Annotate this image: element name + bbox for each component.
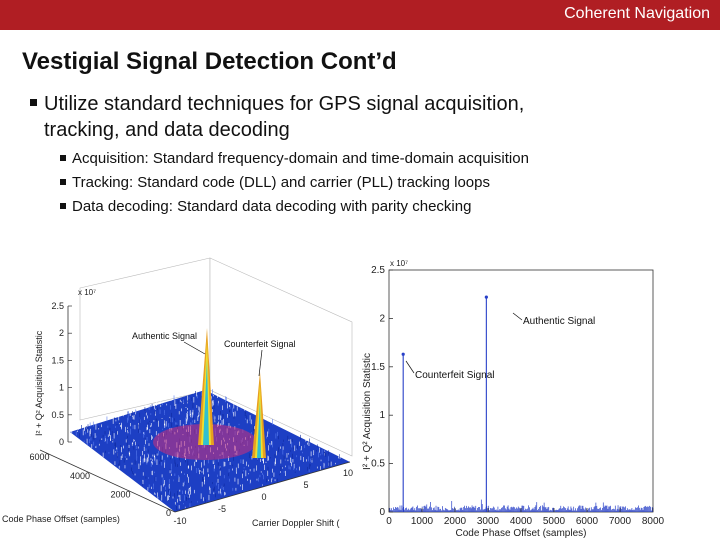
code-tick-label: 2000 — [110, 489, 130, 499]
bullet-square-icon — [60, 179, 66, 185]
z-tick-label: 2.5 — [51, 301, 64, 311]
slide-title: Vestigial Signal Detection Cont’d — [22, 48, 397, 75]
counterfeit-annotation-arrow — [258, 349, 263, 377]
x-tick-label: 5000 — [543, 516, 566, 527]
code-axis-ticks: 6000 4000 2000 0 — [29, 452, 171, 518]
brand-name: Coherent Navigation — [564, 5, 710, 22]
y-exponent-label: x 10⁷ — [390, 259, 408, 268]
y-tick-label: 2 — [379, 313, 385, 324]
authentic-peak-inner — [203, 360, 209, 445]
peak-marker — [484, 295, 488, 299]
counterfeit-signal-annotation: Counterfeit Signal — [415, 370, 495, 381]
acquisition-surface-3d: 0 0.5 1 1.5 2 2.5 x 10⁷ I² + Q² Acquisition S… — [2, 257, 353, 528]
counterfeit-peak-inner — [257, 400, 261, 458]
y-axis-ticks: 0 0.5 1 1.5 2 2.5 — [371, 265, 393, 518]
acquisition-series — [389, 295, 653, 512]
sub-bullet-text: Tracking: Standard code (DLL) and carrie… — [72, 174, 490, 191]
x-tick-label: 7000 — [609, 516, 632, 527]
x-tick-label: 4000 — [510, 516, 533, 527]
y-tick-label: 2.5 — [371, 265, 385, 276]
plot-area — [388, 269, 654, 513]
authentic-annotation-arrow — [512, 312, 523, 321]
authentic-annotation-arrow — [183, 341, 206, 355]
main-bullet-line-1: Utilize standard techniques for GPS sign… — [44, 93, 525, 115]
x-axis-label: Code Phase Offset (samples) — [456, 528, 587, 539]
counterfeit-signal-annotation: Counterfeit Signal — [224, 339, 296, 349]
z-tick-label: 1 — [59, 383, 64, 393]
code-tick-label: 0 — [166, 508, 171, 518]
y-tick-label: 0 — [379, 507, 385, 518]
z-exponent-label: x 10⁷ — [78, 288, 96, 297]
x-axis-ticks: 0 1000 2000 3000 4000 5000 6000 7000 8000 — [386, 508, 665, 527]
z-axis-ticks: 0 0.5 1 1.5 2 2.5 — [51, 301, 72, 447]
x-tick-label: 3000 — [477, 516, 500, 527]
doppler-tick-label: 5 — [303, 480, 308, 490]
z-tick-label: 2 — [59, 328, 64, 338]
code-tick-label: 6000 — [29, 452, 49, 462]
bullet-square-icon — [60, 155, 66, 161]
y-axis-label: I² + Q² Acquisition Statistic — [362, 353, 373, 470]
y-tick-label: 1.5 — [371, 362, 385, 373]
x-tick-label: 8000 — [642, 516, 665, 527]
doppler-axis — [174, 461, 351, 513]
authentic-signal-annotation: Authentic Signal — [523, 316, 595, 327]
acquisition-statistic-chart: 0 1000 2000 3000 4000 5000 6000 7000 8000 0 0.5 1 1… — [362, 259, 665, 539]
z-tick-label: 1.5 — [51, 355, 64, 365]
doppler-tick-label: 10 — [343, 468, 353, 478]
z-tick-label: 0 — [59, 437, 64, 447]
sub-bullet-text: Acquisition: Standard frequency-domain a… — [72, 150, 529, 167]
bullet-square-icon — [60, 203, 66, 209]
z-tick-label: 0.5 — [51, 410, 64, 420]
y-tick-label: 0.5 — [371, 459, 385, 470]
x-tick-label: 0 — [386, 516, 392, 527]
sub-bullet-text: Data decoding: Standard data decoding wi… — [72, 198, 472, 215]
code-axis — [39, 449, 176, 513]
doppler-axis-ticks: 10 5 0 -5 -10 — [173, 468, 353, 526]
z-axis-label: I² + Q² Acquisition Statistic — [34, 330, 44, 436]
x-tick-label: 2000 — [444, 516, 467, 527]
x-tick-label: 1000 — [411, 516, 434, 527]
back-wall-right — [209, 257, 353, 457]
header-bar: Coherent Navigation — [0, 0, 720, 30]
x-tick-label: 6000 — [576, 516, 599, 527]
doppler-tick-label: 0 — [261, 492, 266, 502]
code-axis-label: Code Phase Offset (samples) — [2, 514, 120, 524]
peak-marker — [401, 352, 405, 356]
doppler-tick-label: -10 — [173, 516, 186, 526]
doppler-axis-label: Carrier Doppler Shift ( — [252, 518, 340, 528]
doppler-tick-label: -5 — [218, 504, 226, 514]
counterfeit-annotation-arrow — [405, 360, 415, 374]
authentic-signal-annotation: Authentic Signal — [132, 331, 197, 341]
bullet-square-icon — [30, 99, 37, 106]
main-bullet-line-2: tracking, and data decoding — [44, 119, 290, 141]
code-tick-label: 4000 — [70, 471, 90, 481]
y-tick-label: 1 — [379, 410, 385, 421]
